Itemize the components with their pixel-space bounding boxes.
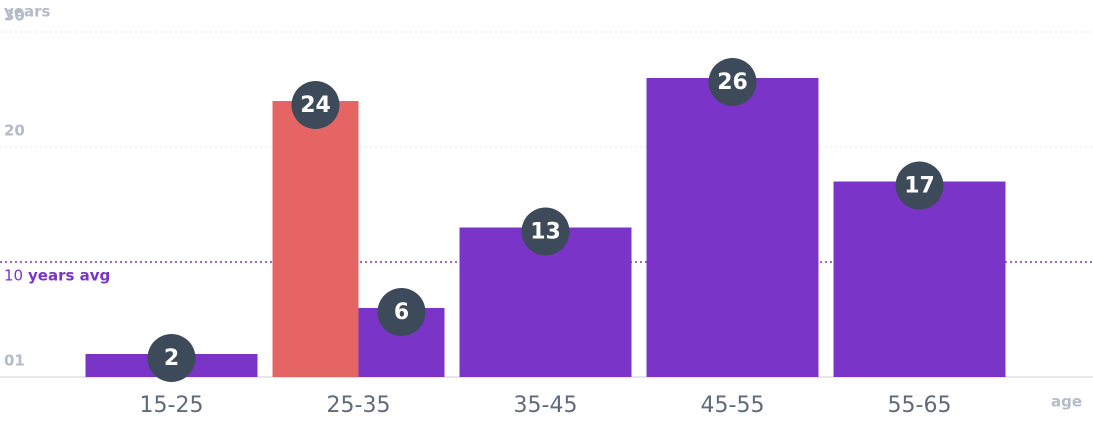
value-label: 24 [300,93,331,118]
value-label: 13 [530,220,561,245]
value-label: 6 [394,300,409,325]
x-axis-label: age [1051,393,1082,411]
x-tick-label: 55-65 [888,393,952,418]
average-value: 10 [4,267,23,285]
value-label: 17 [904,174,935,199]
x-tick-label: 25-35 [327,393,391,418]
y-tick-label: 30 [4,7,25,25]
value-label: 2 [164,346,179,371]
bar [272,101,359,377]
x-tick-label: 15-25 [140,393,204,418]
y-axis-label: years [4,3,50,21]
value-label: 26 [717,70,748,95]
value-badge [291,81,340,129]
bar [646,78,819,377]
x-tick-label: 35-45 [514,393,578,418]
x-tick-label: 45-55 [701,393,765,418]
y-tick-label: 01 [4,352,25,370]
value-badge [521,207,570,256]
value-badge [377,288,426,336]
value-badge [895,161,944,210]
average-label: years avg [28,267,110,285]
bar [833,181,1006,377]
value-badge [708,58,757,106]
y-tick-label: 20 [4,122,25,140]
value-badge [147,334,196,382]
